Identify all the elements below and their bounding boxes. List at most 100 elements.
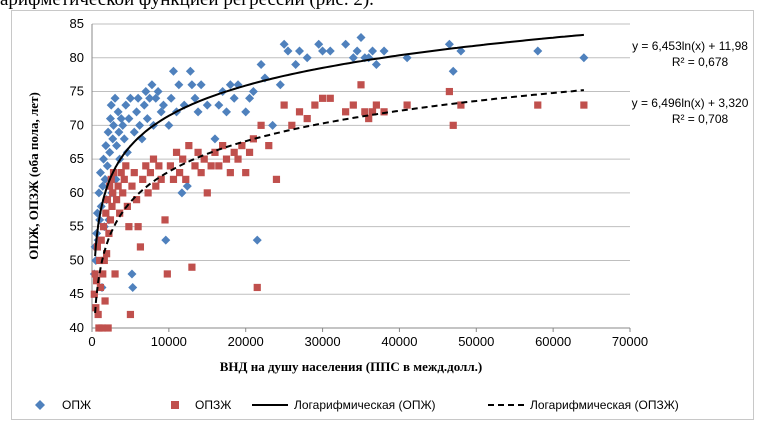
opzzh-point — [311, 101, 319, 109]
opzzh-point — [161, 216, 169, 224]
opzzh-point — [93, 243, 101, 251]
opzh-point — [141, 87, 151, 97]
opzh-point — [161, 235, 171, 245]
chart-frame — [11, 10, 754, 420]
opzh-point — [371, 60, 381, 70]
opzzh-point — [380, 108, 388, 116]
opzzh-point — [120, 175, 128, 183]
opzh-point — [112, 141, 122, 151]
opzh-point — [121, 100, 131, 110]
opzzh-point — [226, 169, 234, 177]
opzh-point — [105, 114, 115, 124]
legend-trend-opzzh-label: Логарифмическая (ОПЗЖ) — [530, 398, 679, 412]
opzh-point — [101, 141, 111, 151]
opzzh-point — [117, 169, 125, 177]
y-tick-label: 60 — [70, 185, 84, 200]
opzzh-point — [91, 270, 99, 278]
opzh-point — [245, 93, 255, 103]
opzzh-point — [122, 162, 130, 170]
opzzh-point — [104, 324, 112, 332]
opzh-point — [113, 107, 123, 117]
opzzh-point — [99, 223, 108, 231]
trend-equation: y = 6,496ln(x) + 3,320 — [632, 96, 749, 110]
opzzh-point — [185, 142, 193, 150]
opzh-point — [103, 127, 113, 137]
opzzh-point — [176, 169, 184, 177]
opzh-point — [132, 107, 142, 117]
opzh-point — [102, 161, 112, 171]
opzh-point — [128, 282, 138, 292]
opzh-point — [252, 235, 262, 245]
x-tick-label: 70000 — [612, 334, 648, 349]
opzh-point — [98, 181, 108, 191]
opzh-point — [118, 120, 128, 130]
opzh-point — [248, 87, 258, 97]
x-tick-label: 50000 — [458, 334, 494, 349]
y-tick-label: 70 — [70, 117, 84, 132]
legend-opzh-marker — [35, 400, 45, 410]
trend-r2: R² = 0,678 — [672, 55, 729, 69]
opzzh-point — [157, 175, 165, 183]
legend-trend-opzh-label: Логарифмическая (ОПЖ) — [294, 398, 436, 412]
opzh-point — [166, 93, 176, 103]
opzzh-point — [108, 202, 116, 210]
opzzh-point — [303, 114, 311, 123]
opzzh-point — [166, 162, 174, 170]
opzh-point — [268, 120, 278, 130]
opzh-point — [187, 80, 197, 90]
opzh-point — [279, 39, 289, 49]
opzh-point — [295, 46, 305, 56]
opzzh-point — [445, 87, 453, 96]
opzzh-point — [580, 101, 588, 109]
opzzh-point — [288, 121, 296, 129]
opzh-point — [275, 80, 285, 90]
opzh-point — [129, 127, 139, 137]
opzzh-point — [245, 148, 254, 156]
opzh-point — [156, 107, 166, 117]
trendline-opzh — [94, 33, 584, 257]
y-tick-label: 50 — [70, 252, 84, 267]
opzh-point — [291, 60, 301, 70]
opzzh-point — [152, 182, 160, 190]
opzh-point — [214, 100, 224, 110]
opzzh-point — [215, 162, 223, 170]
opzzh-point — [149, 155, 158, 163]
y-tick-label: 45 — [70, 286, 84, 301]
opzzh-point — [234, 155, 242, 163]
opzh-point — [94, 188, 104, 198]
opzh-point — [241, 107, 251, 117]
opzzh-point — [134, 223, 142, 231]
opzh-point — [579, 53, 589, 63]
opzzh-point — [100, 256, 108, 265]
opzzh-point — [222, 155, 231, 163]
opzzh-point — [93, 277, 101, 285]
opzzh-point — [457, 101, 465, 109]
opzh-point — [153, 87, 163, 97]
opzh-point — [106, 100, 116, 110]
opzh-point — [222, 107, 231, 117]
trend-r2: R² = 0,708 — [672, 112, 729, 126]
opzzh-point — [203, 189, 211, 197]
opzh-point — [127, 269, 137, 279]
opzh-point — [352, 46, 362, 56]
y-tick-label: 80 — [70, 50, 84, 65]
opzzh-point — [132, 196, 141, 204]
y-tick-label: 85 — [70, 16, 84, 31]
opzzh-point — [318, 94, 327, 102]
opzh-point — [368, 46, 378, 56]
opzh-point — [302, 53, 312, 63]
opzzh-point — [94, 310, 102, 319]
x-tick-label: 60000 — [535, 334, 571, 349]
opzh-point — [456, 46, 466, 56]
opzh-point — [283, 46, 293, 56]
opzh-point — [177, 188, 187, 198]
opzzh-point — [146, 169, 155, 177]
trend-equation: y = 6,453ln(x) + 11,98 — [632, 39, 748, 53]
opzzh-point — [96, 256, 104, 265]
opzzh-point — [114, 182, 122, 190]
opzh-point — [122, 147, 132, 157]
opzzh-point — [342, 108, 350, 116]
opzzh-point — [242, 169, 250, 177]
opzzh-point — [101, 297, 109, 305]
